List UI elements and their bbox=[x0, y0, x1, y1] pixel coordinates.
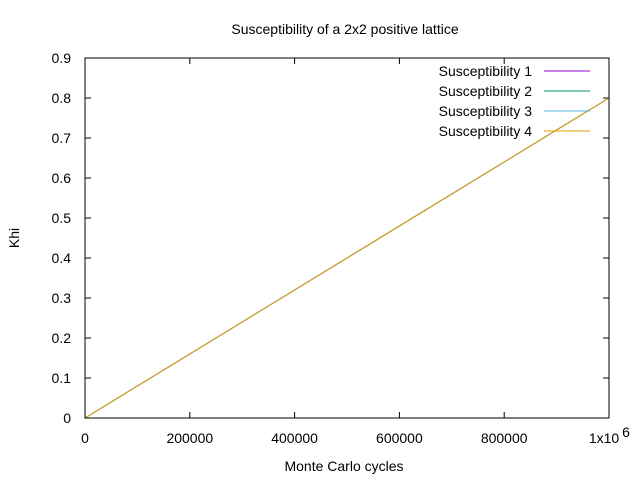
legend-label-4: Susceptibility 4 bbox=[439, 123, 533, 139]
y-tick-label: 0.9 bbox=[52, 50, 72, 66]
x-tick-exponent: 6 bbox=[622, 424, 630, 440]
series-layer bbox=[84, 97, 610, 419]
y-tick-label: 0.4 bbox=[52, 250, 72, 266]
y-tick-label: 0.7 bbox=[52, 130, 72, 146]
x-tick-label: 0 bbox=[81, 430, 89, 446]
x-axis-label: Monte Carlo cycles bbox=[284, 458, 403, 474]
y-tick-label: 0.3 bbox=[52, 290, 72, 306]
chart-title: Susceptibility of a 2x2 positive lattice bbox=[231, 21, 458, 37]
y-tick-label: 0 bbox=[63, 410, 71, 426]
legend-label-2: Susceptibility 2 bbox=[439, 83, 533, 99]
legend-label-1: Susceptibility 1 bbox=[439, 63, 533, 79]
legend-label-3: Susceptibility 3 bbox=[439, 103, 533, 119]
legend: Susceptibility 1 Susceptibility 2 Suscepti… bbox=[439, 63, 590, 139]
y-tick-label: 0.5 bbox=[52, 210, 72, 226]
x-tick-label: 800000 bbox=[481, 430, 528, 446]
plot-frame bbox=[84, 57, 610, 419]
x-tick-label: 1x10 bbox=[589, 430, 620, 446]
y-tick-label: 0.6 bbox=[52, 170, 72, 186]
x-tick-label: 400000 bbox=[271, 430, 318, 446]
x-tick-label: 600000 bbox=[376, 430, 423, 446]
series-line-4 bbox=[84, 97, 610, 419]
y-tick-label: 0.8 bbox=[52, 90, 72, 106]
x-axis-ticks: 0 200000 400000 600000 800000 1x10 6 bbox=[81, 58, 630, 446]
y-axis-ticks: 0 0.1 0.2 0.3 0.4 0.5 0.6 0.7 0.8 0.9 bbox=[52, 50, 609, 426]
y-tick-label: 0.1 bbox=[52, 370, 72, 386]
y-axis-label: Khi bbox=[6, 228, 22, 248]
x-tick-label: 200000 bbox=[166, 430, 213, 446]
y-tick-label: 0.2 bbox=[52, 330, 72, 346]
